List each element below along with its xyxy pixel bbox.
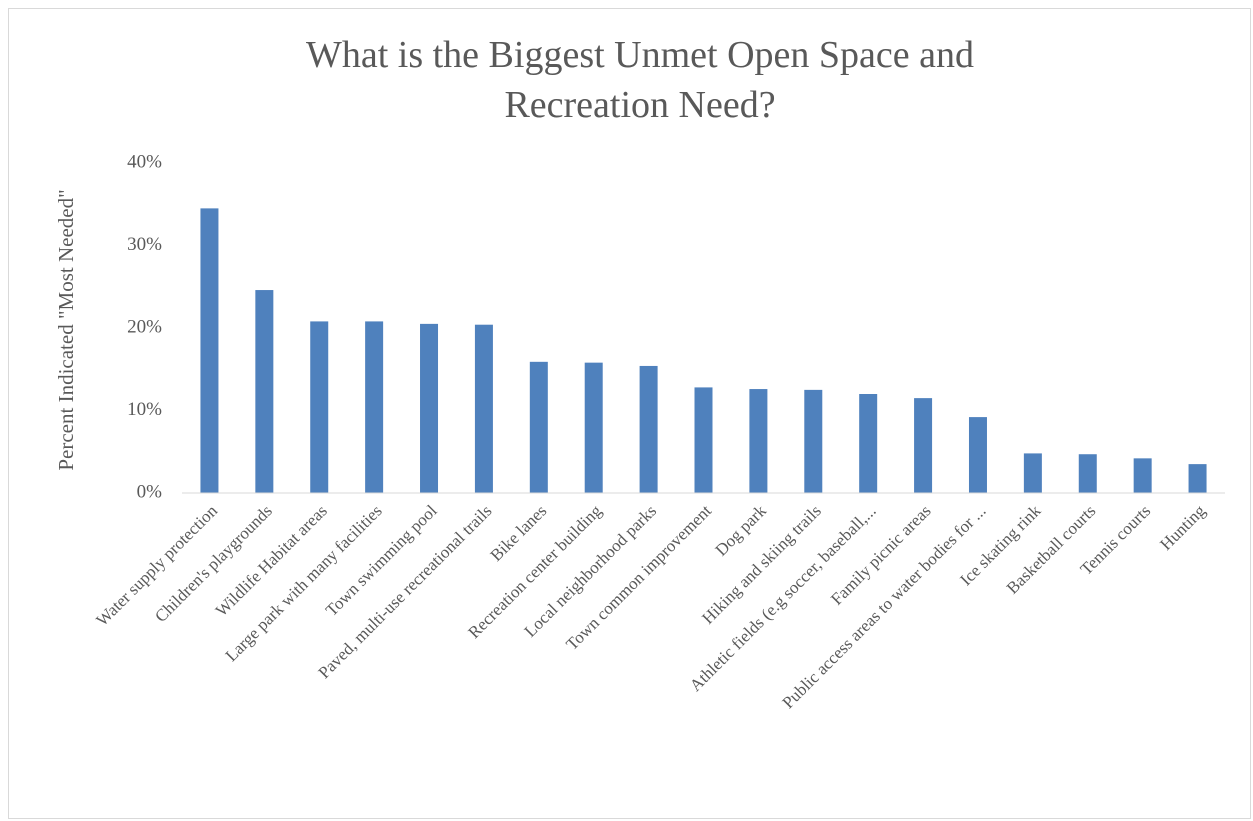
bar — [584, 362, 603, 493]
chart-title: What is the Biggest Unmet Open Space and… — [305, 34, 974, 126]
bar — [804, 389, 823, 493]
bar — [200, 208, 219, 493]
bar — [529, 361, 548, 493]
chart-frame — [8, 8, 1251, 819]
y-tick-label: 0% — [137, 481, 163, 502]
bar — [365, 321, 384, 493]
bar — [1133, 458, 1152, 493]
bar — [255, 290, 274, 493]
bar — [914, 398, 933, 493]
bar — [310, 321, 329, 493]
bar — [1078, 454, 1097, 493]
bar — [859, 394, 878, 493]
y-tick-label: 30% — [127, 234, 162, 255]
bar — [1023, 453, 1042, 493]
bar — [420, 323, 439, 493]
y-axis-label: Percent Indicated "Most Needed" — [54, 189, 78, 470]
y-tick-label: 20% — [127, 316, 162, 337]
y-tick-label: 40% — [127, 151, 162, 172]
bar — [1188, 464, 1207, 493]
bar — [968, 417, 987, 493]
bar — [639, 365, 658, 493]
x-tick-label: Hunting — [1156, 501, 1209, 554]
bar — [474, 324, 493, 493]
bar — [694, 387, 713, 493]
x-tick-label: Family picnic areas — [827, 501, 935, 609]
y-tick-label: 10% — [127, 399, 162, 420]
x-tick-label: Public access areas to water bodies for … — [779, 501, 990, 712]
bar — [749, 389, 768, 493]
